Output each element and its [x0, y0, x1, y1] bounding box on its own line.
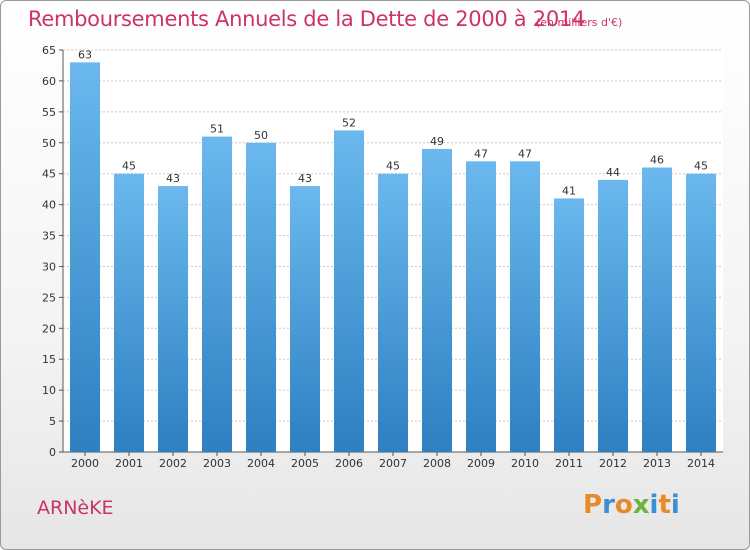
logo-letter: o: [614, 490, 633, 520]
bar: [290, 186, 320, 453]
y-tick-label: 30: [42, 260, 56, 273]
bar: [246, 142, 276, 452]
y-tick-label: 40: [42, 199, 56, 212]
bar-value-label: 41: [562, 184, 576, 197]
bar-value-label: 45: [122, 160, 136, 173]
bar-value-label: 43: [166, 172, 180, 185]
bar-value-label: 43: [298, 172, 312, 185]
proxiti-logo[interactable]: Proxiti: [583, 490, 680, 520]
bar-value-label: 49: [430, 135, 444, 148]
commune-name: ARNèKE: [37, 497, 114, 519]
bar: [158, 186, 188, 453]
x-tick-label: 2003: [203, 457, 231, 470]
bar-value-label: 45: [694, 160, 708, 173]
y-tick-label: 15: [42, 353, 56, 366]
y-tick-label: 55: [42, 106, 56, 119]
bar-value-label: 44: [606, 166, 620, 179]
bar: [114, 173, 144, 452]
logo-letter: i: [649, 490, 659, 520]
chart-unit: (en milliers d'€): [536, 16, 623, 29]
x-tick-label: 2010: [511, 457, 539, 470]
bar: [642, 167, 672, 452]
logo-letter: P: [583, 490, 603, 520]
x-tick-label: 2009: [467, 457, 495, 470]
y-tick-label: 25: [42, 291, 56, 304]
x-tick-label: 2004: [247, 457, 275, 470]
bar-value-label: 45: [386, 160, 400, 173]
bar-value-label: 46: [650, 154, 664, 167]
bar-value-label: 47: [518, 147, 532, 160]
bar: [510, 161, 540, 453]
bar: [334, 130, 364, 452]
bar: [598, 179, 628, 452]
bar: [554, 198, 584, 452]
x-tick-label: 2012: [599, 457, 627, 470]
logo-letter: i: [670, 490, 680, 520]
y-tick-label: 20: [42, 322, 56, 335]
x-tick-label: 2001: [115, 457, 143, 470]
x-tick-label: 2002: [159, 457, 187, 470]
x-tick-label: 2011: [555, 457, 583, 470]
bar-value-label: 63: [78, 48, 92, 61]
x-tick-label: 2014: [687, 457, 715, 470]
bar: [378, 173, 408, 452]
logo-letter: r: [602, 490, 615, 520]
y-tick-label: 35: [42, 230, 56, 243]
logo-letter: x: [632, 490, 650, 520]
bar: [466, 161, 496, 453]
logo-letter: t: [658, 490, 671, 520]
bar: [422, 148, 452, 452]
x-tick-label: 2005: [291, 457, 319, 470]
bar-value-label: 50: [254, 129, 268, 142]
bar-value-label: 47: [474, 147, 488, 160]
y-tick-label: 60: [42, 75, 56, 88]
x-tick-label: 2008: [423, 457, 451, 470]
y-tick-label: 10: [42, 384, 56, 397]
bar: [70, 62, 100, 452]
y-tick-label: 5: [49, 415, 56, 428]
x-tick-label: 2013: [643, 457, 671, 470]
chart-title: Remboursements Annuels de la Dette de 20…: [28, 7, 585, 31]
bar: [686, 173, 716, 452]
y-tick-label: 0: [49, 446, 56, 459]
bar: [202, 136, 232, 453]
x-tick-label: 2007: [379, 457, 407, 470]
y-tick-label: 50: [42, 137, 56, 150]
bar-value-label: 51: [210, 123, 224, 136]
bar-value-label: 52: [342, 116, 356, 129]
y-tick-label: 45: [42, 168, 56, 181]
y-tick-label: 65: [42, 44, 56, 57]
x-tick-label: 2000: [71, 457, 99, 470]
x-tick-label: 2006: [335, 457, 363, 470]
